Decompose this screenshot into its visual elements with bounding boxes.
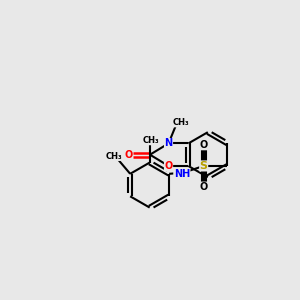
Text: CH₃: CH₃: [106, 152, 122, 160]
Text: O: O: [124, 150, 133, 160]
Text: O: O: [164, 161, 173, 171]
Text: CH₃: CH₃: [143, 136, 160, 145]
Text: N: N: [164, 138, 172, 148]
Text: O: O: [200, 182, 208, 192]
Text: CH₃: CH₃: [172, 118, 189, 127]
Text: S: S: [200, 161, 208, 171]
Text: NH: NH: [174, 169, 190, 179]
Text: O: O: [200, 140, 208, 150]
